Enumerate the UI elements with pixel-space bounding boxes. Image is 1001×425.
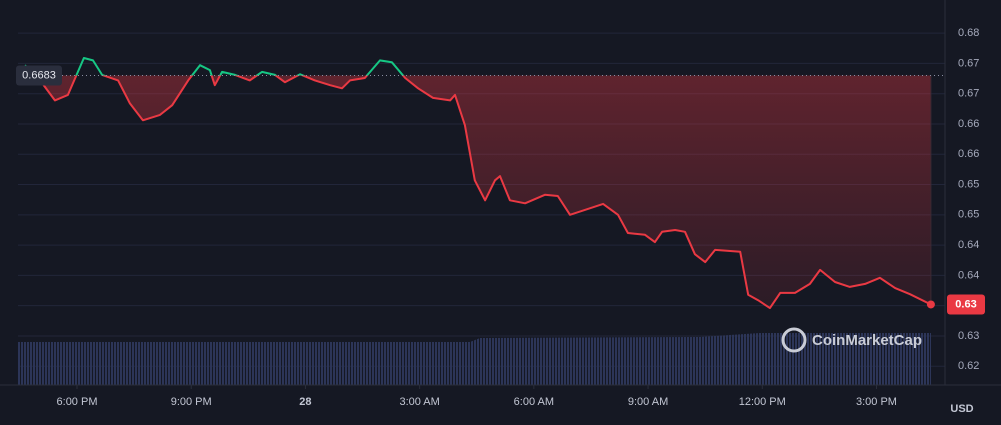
reference-label-box: [16, 65, 62, 86]
current-price-box: [947, 294, 985, 315]
x-tick-label: 12:00 PM: [739, 396, 786, 408]
y-tick-label: 0.65: [958, 209, 979, 221]
x-tick-label: 28: [299, 396, 311, 408]
x-tick-label: 3:00 PM: [856, 396, 897, 408]
plot: [18, 57, 945, 310]
x-tick-label: 6:00 AM: [514, 396, 554, 408]
x-tick-label: 9:00 AM: [628, 396, 668, 408]
last-point: [926, 300, 935, 309]
price-line: [24, 57, 932, 310]
y-tick-label: 0.63: [958, 330, 979, 342]
x-tick-label: 9:00 PM: [171, 396, 212, 408]
x-tick-label: 3:00 AM: [399, 396, 439, 408]
y-tick-label: 0.67: [958, 57, 979, 69]
watermark-text: CoinMarketCap: [812, 332, 922, 349]
y-tick-label: 0.62: [958, 360, 979, 372]
x-tick-label: 6:00 PM: [57, 396, 98, 408]
y-tick-label: 0.64: [958, 269, 979, 281]
current-price-label: 0.63: [955, 298, 976, 310]
volume-band: [18, 333, 931, 385]
price-area: [35, 75, 931, 309]
y-tick-label: 0.64: [958, 239, 979, 251]
watermark: CoinMarketCap: [781, 327, 922, 353]
y-tick-label: 0.67: [958, 88, 979, 100]
reference-label: 0.6683: [22, 69, 56, 81]
y-tick-label: 0.65: [958, 178, 979, 190]
y-unit: USD: [950, 403, 973, 415]
y-tick-label: 0.66: [958, 118, 979, 130]
watermark-logo: [781, 327, 807, 353]
y-tick-label: 0.68: [958, 27, 979, 39]
y-tick-label: 0.66: [958, 148, 979, 160]
